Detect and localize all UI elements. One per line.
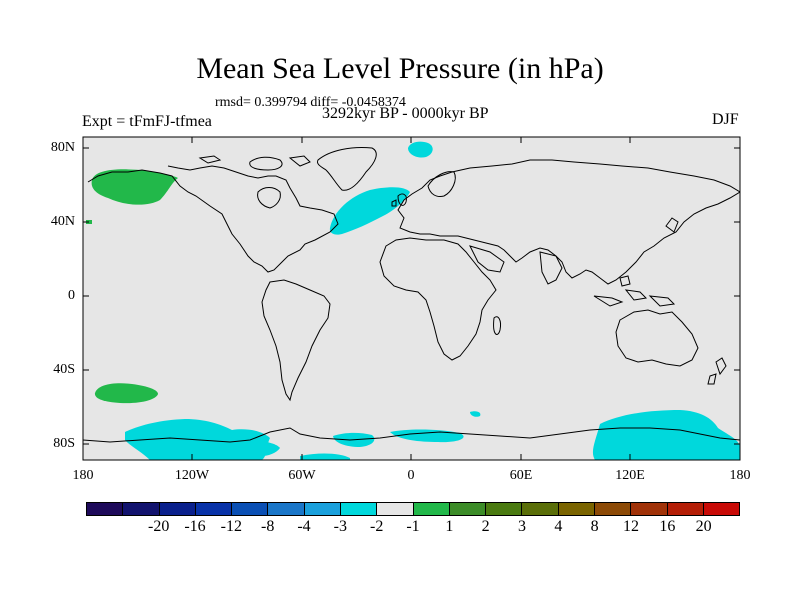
colorbar-swatch — [667, 503, 704, 515]
colorbar-label: -20 — [147, 518, 170, 535]
axis-ticks — [83, 137, 740, 460]
colorbar-swatch — [159, 503, 196, 515]
antarctic-negative-anomalies-small — [470, 411, 481, 417]
coast-north-america — [87, 165, 339, 273]
colorbar-label: 1 — [445, 518, 454, 535]
coast-eurasia — [397, 159, 740, 285]
colorbar-label: -3 — [333, 518, 347, 535]
colorbar-swatch — [413, 503, 450, 515]
colorbar-swatch — [123, 503, 160, 515]
colorbar-swatch — [304, 503, 341, 515]
greenland-sea-negative-anomaly — [408, 141, 433, 158]
coast-greenland — [317, 147, 377, 191]
experiment-label: Expt = tFmFJ-tfmea — [82, 113, 212, 130]
south-pacific-positive-anomaly — [94, 383, 158, 404]
colorbar-swatch — [558, 503, 595, 515]
colorbar — [86, 502, 740, 516]
coast-south-america — [261, 279, 331, 402]
anomaly-fields — [86, 141, 740, 460]
coast-japan — [665, 217, 679, 233]
north-atlantic-negative-anomaly — [329, 187, 410, 235]
colorbar-swatch — [195, 503, 233, 515]
colorbar-swatch — [87, 503, 124, 515]
colorbar-swatch — [594, 503, 632, 515]
lon-label-180e: 180 — [729, 468, 751, 483]
coast-africa — [379, 237, 497, 361]
colorbar-swatch — [631, 503, 668, 515]
colorbar-label: -1 — [406, 518, 420, 535]
colorbar-swatch — [449, 503, 487, 515]
lon-label-180w: 180 — [72, 468, 94, 483]
colorbar-label: 16 — [659, 518, 676, 535]
coast-arctic-islands — [198, 155, 311, 171]
coast-hudson-bay — [257, 187, 281, 209]
lon-label-60w: 60W — [288, 468, 316, 483]
lon-label-60e: 60E — [509, 468, 533, 483]
lon-label-0: 0 — [407, 468, 415, 483]
lat-label-80n: 80N — [50, 140, 75, 155]
antarctic-negative-anomalies-small2 — [300, 453, 350, 460]
chart-title: Mean Sea Level Pressure (in hPa) — [196, 52, 604, 85]
lat-label-40s: 40S — [53, 362, 75, 377]
coast-australia — [615, 309, 699, 367]
colorbar-swatch — [522, 503, 559, 515]
alaska-positive-anomaly — [91, 169, 178, 205]
colorbar-label: -4 — [297, 518, 311, 535]
stats-label: rmsd= 0.399794 diff= -0.0458374 — [215, 95, 406, 110]
period-label: 3292kyr BP - 0000kyr BP — [322, 105, 489, 122]
lon-label-120w: 120W — [174, 468, 210, 483]
colorbar-label: 3 — [518, 518, 526, 535]
colorbar-label: -2 — [369, 518, 384, 535]
lat-label-0: 0 — [68, 288, 75, 303]
coast-madagascar — [493, 316, 501, 335]
colorbar-label: -16 — [184, 518, 206, 535]
colorbar-swatch — [377, 503, 414, 515]
colorbar-swatch — [486, 503, 523, 515]
coast-british-isles — [391, 193, 407, 207]
colorbar-label: 2 — [481, 518, 490, 535]
lon-label-120e: 120E — [615, 468, 645, 483]
colorbar-label: 8 — [590, 518, 599, 535]
colorbar-label: -12 — [220, 518, 242, 535]
colorbar-swatch — [340, 503, 378, 515]
colorbar-swatch — [703, 503, 740, 515]
colorbar-swatch — [232, 503, 269, 515]
coast-arabia-india — [469, 245, 563, 285]
colorbar-label: -8 — [260, 518, 275, 535]
map-background — [83, 137, 740, 460]
antarctic-negative-anomalies-east — [592, 410, 740, 460]
colorbar-label: 4 — [554, 518, 563, 535]
coast-indonesia — [593, 275, 676, 307]
antarctic-negative-anomalies-coast — [250, 441, 280, 457]
lat-label-40n: 40N — [50, 214, 75, 229]
coast-new-zealand — [707, 357, 727, 385]
coast-scandinavia — [427, 171, 456, 197]
lat-label-80s: 80S — [53, 436, 75, 451]
colorbar-label: 20 — [695, 518, 712, 535]
coastlines — [83, 147, 740, 443]
colorbar-swatch — [268, 503, 305, 515]
colorbar-label: 12 — [623, 518, 639, 535]
coast-antarctica — [83, 427, 740, 443]
season-label: DJF — [712, 111, 739, 128]
